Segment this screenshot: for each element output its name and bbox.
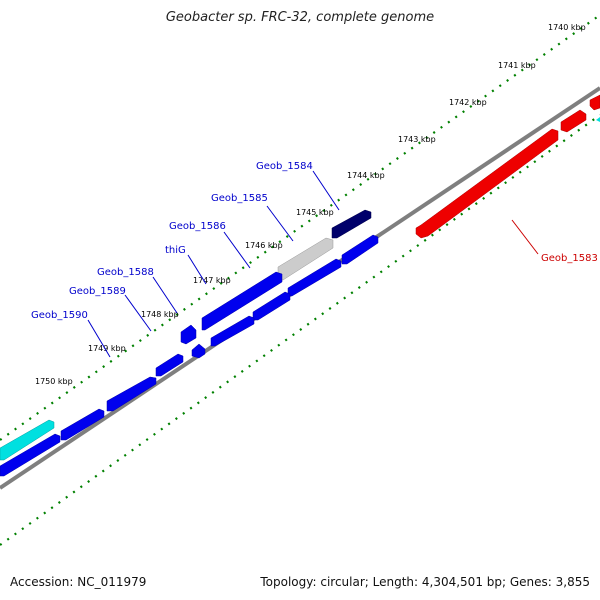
label-geob-1583[interactable]: Geob_1583 (541, 253, 598, 264)
gene-geob-1584[interactable] (331, 209, 372, 239)
leader-geob-1588 (152, 276, 178, 314)
tick-label-1749: 1749 kbp (88, 344, 126, 353)
label-geob-1586[interactable]: Geob_1586 (169, 221, 226, 232)
accession-text: Accession: NC_011979 (10, 575, 147, 589)
leader-thig (187, 254, 207, 285)
gene-geob-1588[interactable] (191, 343, 206, 359)
tick-label-1748: 1748 kbp (141, 310, 179, 319)
tick-label-1741: 1741 kbp (498, 61, 536, 70)
label-geob-1588[interactable]: Geob_1588 (97, 267, 154, 278)
label-geob-1585[interactable]: Geob_1585 (211, 193, 268, 204)
label-geob-1590[interactable]: Geob_1590 (31, 310, 88, 321)
genome-summary-text: Topology: circular; Length: 4,304,501 bp… (260, 575, 590, 589)
gene-labels: Geob_1583 Geob_1584 Geob_1585 Geob_1586 … (31, 161, 598, 321)
tick-label-1750: 1750 kbp (35, 377, 73, 386)
leader-geob-1585 (266, 205, 294, 242)
leader-geob-1589 (124, 294, 152, 332)
label-geob-1584[interactable]: Geob_1584 (256, 161, 313, 172)
gene-geob-1581[interactable] (589, 94, 600, 111)
tick-label-1743: 1743 kbp (398, 135, 436, 144)
gene-geob-1587b[interactable] (210, 315, 255, 347)
gene-geob-1589[interactable] (155, 353, 184, 377)
outer-tick-ring (0, 14, 600, 441)
reverse-lane (415, 94, 600, 239)
gene-geob-1586[interactable] (201, 271, 283, 331)
leader-geob-1584 (312, 170, 340, 211)
tick-labels: 1740 kbp 1741 kbp 1742 kbp 1743 kbp 1744… (35, 23, 586, 386)
label-geob-1589[interactable]: Geob_1589 (69, 286, 126, 297)
tick-label-1747: 1747 kbp (193, 276, 231, 285)
tick-label-1742: 1742 kbp (449, 98, 487, 107)
map-title: Geobacter sp. FRC-32, complete genome (165, 10, 435, 25)
forward-lane-inner (0, 234, 379, 477)
tick-label-1746: 1746 kbp (245, 241, 283, 250)
label-thig[interactable]: thiG (165, 245, 186, 256)
tick-label-1745: 1745 kbp (296, 208, 334, 217)
tick-label-1740: 1740 kbp (548, 23, 586, 32)
label-leaders (87, 170, 539, 358)
gene-thig[interactable] (180, 324, 197, 345)
forward-lane-outer (0, 209, 372, 461)
rna-gene-cyan-small (596, 117, 600, 122)
rna-gene-cyan[interactable] (0, 419, 55, 461)
gene-geob-1583[interactable] (415, 128, 559, 239)
tick-label-1744: 1744 kbp (347, 171, 385, 180)
gene-geob-1582[interactable] (560, 109, 587, 133)
inner-tick-ring (0, 114, 600, 546)
leader-geob-1583 (511, 219, 539, 255)
gene-geob-1590[interactable] (106, 376, 157, 412)
gene-geob-1591[interactable] (60, 408, 105, 441)
gene-geob-1584b[interactable] (341, 234, 379, 265)
leader-geob-1586 (223, 231, 251, 269)
gene-geob-1592[interactable] (0, 433, 61, 477)
leader-geob-1590 (87, 319, 111, 358)
